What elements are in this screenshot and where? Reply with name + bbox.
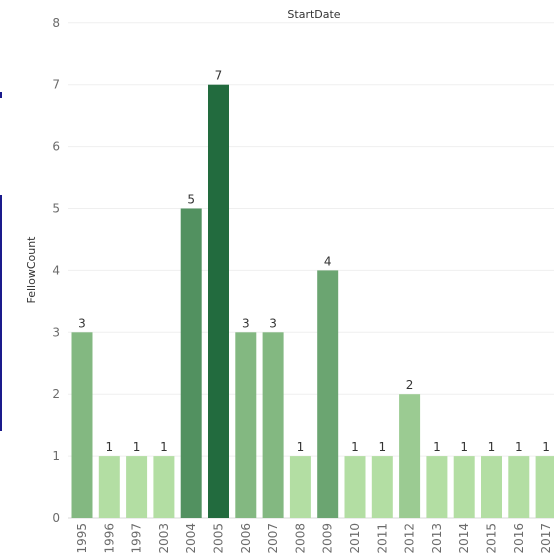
data-label-2007: 3 <box>269 316 277 330</box>
data-label-2004: 5 <box>187 193 195 207</box>
data-label-2005: 7 <box>215 69 223 83</box>
x-tick-label-2010: 2010 <box>348 523 362 554</box>
x-tick-label-2009: 2009 <box>321 523 335 554</box>
data-label-2010: 1 <box>351 440 359 454</box>
bar-2012[interactable] <box>399 394 421 518</box>
y-tick-label: 4 <box>52 263 60 277</box>
bar-2017[interactable] <box>535 456 554 518</box>
data-label-2009: 4 <box>324 254 332 268</box>
x-tick-label-2005: 2005 <box>212 523 226 554</box>
x-tick-label-1996: 1996 <box>102 523 116 554</box>
data-label-1996: 1 <box>105 440 113 454</box>
bar-2003[interactable] <box>153 456 175 518</box>
x-tick-label-2006: 2006 <box>239 523 253 554</box>
x-tick-label-2008: 2008 <box>293 523 307 554</box>
data-label-2012: 2 <box>406 378 414 392</box>
y-tick-label: 2 <box>52 387 60 401</box>
bar-2011[interactable] <box>371 456 393 518</box>
x-axis-ticks: 1995 1996 1997 2003 2004 2005 2006 2007 2008 2009… <box>75 523 553 554</box>
bar-2006[interactable] <box>235 332 257 518</box>
x-tick-label-2015: 2015 <box>485 523 499 554</box>
x-tick-label-1995: 1995 <box>75 523 89 554</box>
bar-1996[interactable] <box>98 456 120 518</box>
x-tick-label-2003: 2003 <box>157 523 171 554</box>
x-tick-label-2013: 2013 <box>430 523 444 554</box>
data-label-2016: 1 <box>515 440 523 454</box>
bar-2015[interactable] <box>481 456 502 518</box>
x-tick-label-2012: 2012 <box>403 523 417 554</box>
x-tick-label-2017: 2017 <box>539 523 553 554</box>
data-label-2015: 1 <box>488 440 496 454</box>
y-tick-label: 7 <box>52 78 60 92</box>
chart-title: StartDate <box>287 8 340 21</box>
bar-2009[interactable] <box>317 270 339 518</box>
data-label-2008: 1 <box>297 440 305 454</box>
bar-1995[interactable] <box>71 332 93 518</box>
bar-2016[interactable] <box>508 456 530 518</box>
y-axis-ticks: 0 1 2 3 4 5 6 7 8 <box>52 16 60 525</box>
y-tick-label: 8 <box>52 16 60 30</box>
y-tick-label: 6 <box>52 140 60 154</box>
x-tick-label-2011: 2011 <box>375 523 389 554</box>
data-label-2003: 1 <box>160 440 168 454</box>
bar-2005[interactable] <box>208 84 229 518</box>
data-label-2013: 1 <box>433 440 441 454</box>
bar-2004[interactable] <box>180 208 202 519</box>
data-label-1997: 1 <box>133 440 141 454</box>
y-axis-title: FellowCount <box>25 236 38 304</box>
data-label-2006: 3 <box>242 316 250 330</box>
left-edge-tick <box>0 92 2 98</box>
bar-1997[interactable] <box>126 456 148 518</box>
x-tick-label-2014: 2014 <box>457 523 471 554</box>
x-tick-label-2004: 2004 <box>184 523 198 554</box>
bar-2010[interactable] <box>344 456 366 518</box>
bar-2008[interactable] <box>289 456 311 518</box>
bar-2013[interactable] <box>426 456 448 518</box>
x-tick-label-2007: 2007 <box>266 523 280 554</box>
y-tick-label: 0 <box>52 511 60 525</box>
bars <box>71 84 554 519</box>
bar-2014[interactable] <box>453 456 475 518</box>
data-label-1995: 3 <box>78 316 86 330</box>
data-labels: 3 1 1 1 5 7 3 3 1 4 1 1 2 1 1 1 1 1 <box>78 69 550 454</box>
y-tick-label: 3 <box>52 325 60 339</box>
y-tick-label: 5 <box>52 202 60 216</box>
x-tick-label-2016: 2016 <box>512 523 526 554</box>
gridlines <box>68 22 554 519</box>
bar-2007[interactable] <box>262 332 284 518</box>
left-edge-selection-line <box>0 195 2 431</box>
data-label-2014: 1 <box>460 440 468 454</box>
data-label-2011: 1 <box>378 440 386 454</box>
y-tick-label: 1 <box>52 449 60 463</box>
x-tick-label-1997: 1997 <box>130 523 144 554</box>
data-label-2017: 1 <box>542 440 550 454</box>
